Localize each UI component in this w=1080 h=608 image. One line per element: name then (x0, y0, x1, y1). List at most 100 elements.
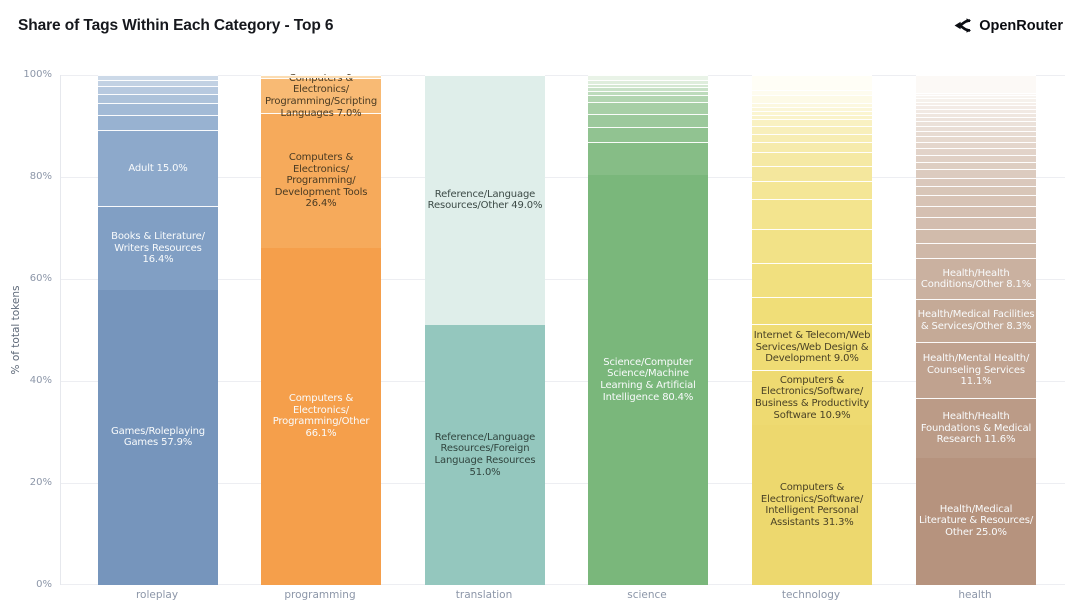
bar-segment[interactable]: Health/​Medical Literature & Resources/​… (916, 457, 1036, 585)
segment-label: Health/​Health Conditions/​Other 8.1% (920, 267, 1032, 291)
bar-strip[interactable] (916, 205, 1036, 217)
bar-strip[interactable] (752, 228, 872, 263)
bar-strip[interactable] (916, 229, 1036, 243)
bar-segment[interactable]: Computers & Electronics/​Programming/​Ot… (261, 247, 381, 585)
bar-strip[interactable] (752, 180, 872, 200)
segment-label: Health/​Medical Facilities & Services/​O… (917, 309, 1035, 333)
segment-label: Science/​Computer Science/​Machine Learn… (600, 356, 696, 403)
bar-strip[interactable] (752, 115, 872, 120)
bar-strip[interactable] (916, 126, 1036, 132)
bar-strip[interactable] (916, 177, 1036, 187)
brand-link[interactable]: OpenRouter (953, 16, 1063, 35)
bar-strip[interactable] (916, 95, 1036, 99)
bar-strip[interactable] (752, 296, 872, 324)
y-tick-label: 0% (36, 579, 52, 590)
bar-strip[interactable] (98, 102, 218, 116)
grid-line (61, 483, 1065, 484)
bar-strip[interactable] (916, 186, 1036, 196)
bar-strip[interactable] (916, 121, 1036, 126)
bar-segment[interactable]: Health/​Mental Health/​Counseling Servic… (916, 341, 1036, 399)
bar-strip[interactable] (916, 141, 1036, 148)
bar-strip[interactable] (752, 103, 872, 108)
bar-strip[interactable] (916, 75, 1036, 93)
bar-strip[interactable] (916, 116, 1036, 122)
bar-segment[interactable]: Computers & Electronics/​Software/​Intel… (752, 425, 872, 585)
bar-strip[interactable] (752, 199, 872, 229)
x-tick-label: technology (781, 589, 841, 601)
bar-strip[interactable] (588, 75, 708, 81)
segment-label: Adult 15.0% (128, 162, 188, 174)
bar-strip[interactable] (261, 75, 381, 78)
bar-strip[interactable] (98, 94, 218, 103)
bar-strip[interactable] (588, 80, 708, 85)
bar-strip[interactable] (916, 98, 1036, 102)
bar-strip[interactable] (588, 84, 708, 88)
bar-strip[interactable] (916, 92, 1036, 96)
bar-strip[interactable] (916, 242, 1036, 259)
y-axis-title: % of total tokens (10, 285, 22, 375)
segment-label: Computers & Electronics/​Programming/​Ot… (272, 393, 370, 440)
bar-strip[interactable] (752, 141, 872, 153)
bar-strip[interactable] (752, 152, 872, 166)
bar-segment[interactable]: Internet & Telecom/​Web Services/​Web De… (752, 323, 872, 370)
bar-strip[interactable] (98, 80, 218, 87)
bar-strip[interactable] (916, 108, 1036, 113)
bar-strip[interactable] (752, 119, 872, 126)
bar-strip[interactable] (752, 75, 872, 90)
openrouter-icon (953, 16, 972, 35)
bar-strip[interactable] (752, 133, 872, 142)
bar-segment[interactable]: Health/​Health Conditions/​Other 8.1% (916, 258, 1036, 300)
bar-strip[interactable] (588, 127, 708, 142)
bar-strip[interactable] (752, 111, 872, 116)
segment-label: Computers & Electronics/​Software/​Busin… (754, 374, 870, 421)
bar-strip[interactable] (916, 169, 1036, 178)
bar-strip[interactable] (752, 165, 872, 181)
bar-strip[interactable] (588, 95, 708, 102)
bar-strip[interactable] (916, 147, 1036, 155)
bar-roleplay: Games/​Roleplaying Games 57.9% Books & Li… (98, 75, 218, 585)
segment-label: Computers & Electronics/​Programming/​De… (274, 152, 368, 210)
bar-strip[interactable] (916, 216, 1036, 230)
x-tick-label: programming (284, 589, 356, 601)
bar-strip[interactable] (916, 195, 1036, 206)
bar-strip[interactable] (916, 161, 1036, 170)
bar-segment[interactable]: Computers & Electronics/​Programming/​De… (261, 113, 381, 248)
bar-strip[interactable] (916, 101, 1036, 106)
bar-strip[interactable] (916, 136, 1036, 142)
bar-strip[interactable] (916, 112, 1036, 117)
bar-strip[interactable] (98, 75, 218, 81)
segment-label: Internet & Telecom/​Web Services/​Web De… (753, 329, 871, 365)
bar-strip[interactable] (98, 86, 218, 95)
bar-strip[interactable] (98, 115, 218, 130)
segment-label: Reference/​Language Resources/​Other 49.… (427, 188, 543, 212)
bar-strip[interactable] (752, 89, 872, 95)
segment-label: Games/​Roleplaying Games 57.9% (111, 425, 205, 449)
bar-segment[interactable]: Games/​Roleplaying Games 57.9% (98, 289, 218, 585)
bar-segment[interactable]: Reference/​Language Resources/​Foreign L… (425, 324, 545, 585)
bar-segment[interactable]: Health/​Health Foundations & Medical Res… (916, 398, 1036, 458)
bar-strip[interactable] (752, 94, 872, 104)
bar-strip[interactable] (588, 87, 708, 92)
bar-segment[interactable]: Health/​Medical Facilities & Services/​O… (916, 299, 1036, 342)
bar-segment[interactable]: Computers & Electronics/​Programming/​Sc… (261, 73, 381, 119)
bar-strip[interactable] (752, 107, 872, 112)
bar-strip[interactable] (916, 105, 1036, 109)
bar-strip[interactable] (916, 154, 1036, 162)
bar-strip[interactable] (752, 125, 872, 134)
bar-segment[interactable]: Science/​Computer Science/​Machine Learn… (588, 174, 708, 585)
y-tick-label: 40% (29, 375, 52, 386)
bar-strip[interactable] (588, 101, 708, 115)
bar-strip[interactable] (588, 91, 708, 96)
segment-label: Books & Literature/​Writers Resources 16… (111, 231, 205, 266)
bar-strip[interactable] (916, 131, 1036, 137)
bar-segment[interactable]: Adult 15.0% (98, 129, 218, 207)
bar-strip[interactable] (588, 141, 708, 175)
bar-segment[interactable]: Books & Literature/​Writers Resources 16… (98, 206, 218, 290)
bar-strip[interactable] (588, 114, 708, 128)
bar-strip[interactable] (752, 262, 872, 297)
y-tick-label: 100% (23, 69, 52, 80)
bar-segment[interactable]: Computers & Electronics/​Software/​Busin… (752, 369, 872, 426)
x-tick-label: roleplay (135, 589, 179, 601)
bar-segment[interactable]: Reference/​Language Resources/​Other 49.… (425, 75, 545, 325)
